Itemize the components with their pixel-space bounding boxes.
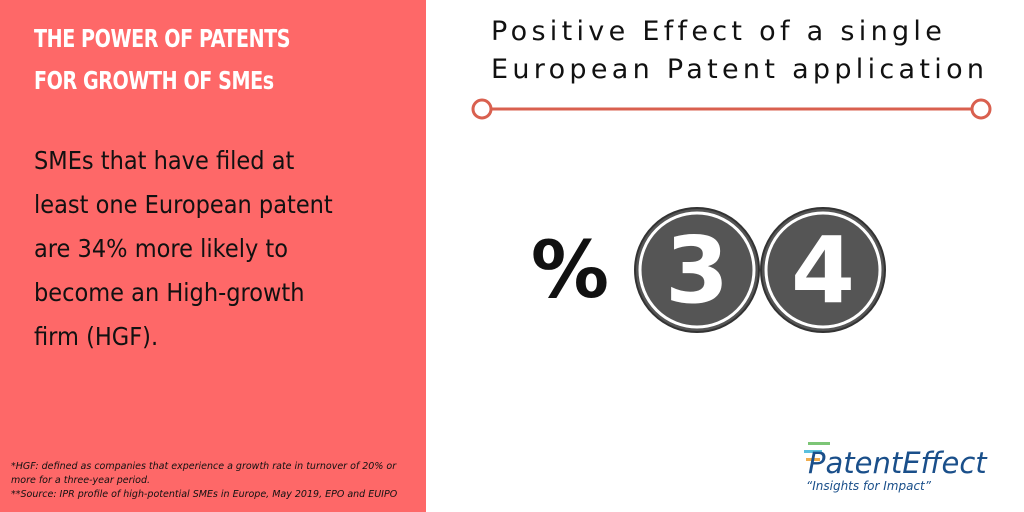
body-line: least one European patent bbox=[34, 190, 333, 219]
logo-stripe bbox=[806, 458, 820, 461]
right-title: European Patent application bbox=[491, 54, 989, 85]
digit: 4 bbox=[791, 217, 855, 324]
left-panel: THE POWER OF PATENTS FOR GROWTH OF SMEs … bbox=[0, 0, 426, 512]
footnote: *HGF: defined as companies that experien… bbox=[11, 461, 397, 472]
title: FOR GROWTH OF SMEs bbox=[34, 66, 274, 95]
body-line: become an High-growth bbox=[34, 278, 305, 307]
logo: PatentEffect “Insights for Impact” bbox=[804, 442, 988, 493]
badge-ring bbox=[764, 211, 882, 329]
body-line: SMEs that have filed at bbox=[34, 146, 295, 175]
percent-symbol: % bbox=[531, 226, 609, 316]
digit-badge: 4 bbox=[760, 207, 886, 333]
body-line: are 34% more likely to bbox=[34, 234, 289, 263]
divider-end bbox=[471, 98, 493, 120]
divider-end bbox=[970, 98, 992, 120]
right-title: Positive Effect of a single bbox=[491, 16, 947, 47]
badge-circle bbox=[760, 207, 886, 333]
digit-badge: 3 bbox=[634, 207, 760, 333]
logo-name: PatentEffect bbox=[808, 446, 988, 480]
footnote: more for a three-year period. bbox=[11, 475, 151, 486]
logo-tagline: “Insights for Impact” bbox=[806, 479, 932, 493]
badge-ring bbox=[638, 211, 756, 329]
logo-stripe bbox=[808, 442, 830, 445]
footnote: **Source: IPR profile of high-potential … bbox=[11, 489, 398, 500]
title: THE POWER OF PATENTS bbox=[34, 24, 291, 53]
digit: 3 bbox=[665, 217, 729, 324]
logo-stripe bbox=[804, 450, 822, 453]
body-line: firm (HGF). bbox=[34, 322, 159, 351]
badge-circle bbox=[634, 207, 760, 333]
